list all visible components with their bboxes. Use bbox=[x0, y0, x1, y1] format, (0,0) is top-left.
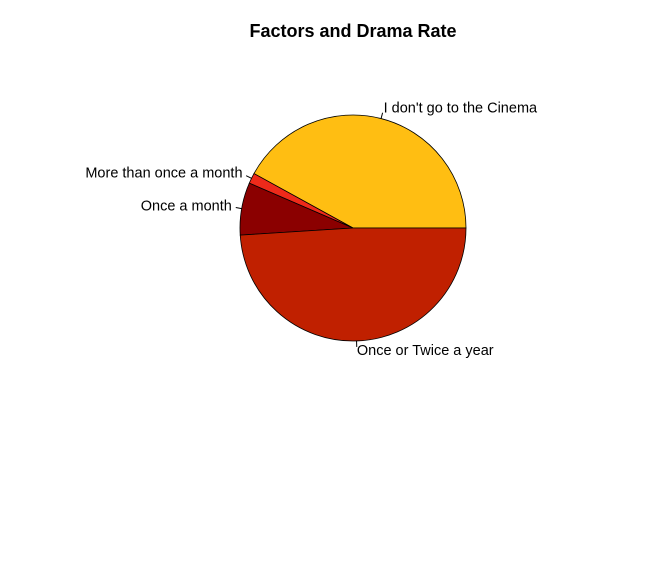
pie-label-more-than-once-a-month: More than once a month bbox=[85, 166, 242, 182]
label-leader-line bbox=[235, 207, 242, 210]
pie-label-i-don-t-go-to-the-cinema: I don't go to the Cinema bbox=[384, 101, 538, 117]
pie-label-once-a-month: Once a month bbox=[141, 199, 232, 215]
chart-title: Factors and Drama Rate bbox=[249, 21, 456, 41]
pie-label-once-or-twice-a-year: Once or Twice a year bbox=[357, 343, 494, 359]
pie-labels: I don't go to the Cinema More than once a… bbox=[85, 101, 538, 359]
pie-slice-once-or-twice-a-year bbox=[239, 227, 467, 342]
label-leader-line bbox=[380, 112, 384, 119]
label-leader-line bbox=[245, 175, 252, 179]
pie-slices bbox=[239, 114, 467, 342]
